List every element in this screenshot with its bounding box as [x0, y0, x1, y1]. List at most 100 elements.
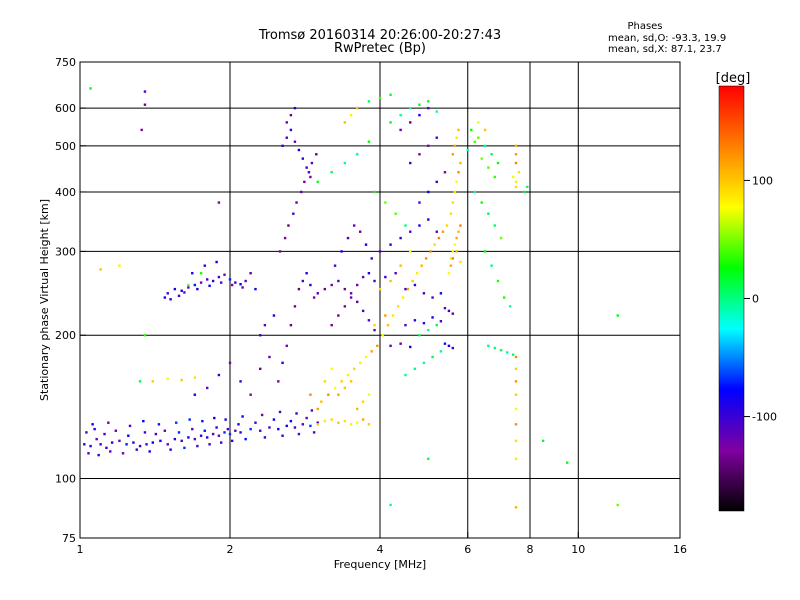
data-point [514, 407, 518, 411]
data-point [289, 128, 293, 132]
data-point [138, 444, 142, 448]
data-point [451, 250, 455, 253]
data-point [228, 361, 232, 365]
y-tick-label: 750 [55, 56, 76, 69]
data-point [349, 423, 353, 426]
data-point [343, 305, 347, 308]
data-point [415, 272, 419, 275]
data-point [234, 281, 237, 284]
data-point [346, 373, 350, 377]
data-point [427, 100, 430, 103]
data-point [514, 153, 518, 156]
data-point [191, 427, 194, 431]
data-point [230, 439, 234, 443]
data-point [453, 144, 456, 148]
data-point [151, 441, 155, 444]
data-point [188, 418, 191, 421]
data-point [300, 190, 303, 194]
data-point [312, 296, 316, 299]
x-tick-label: 6 [464, 543, 471, 556]
data-point [429, 250, 432, 253]
data-point [449, 212, 453, 215]
data-point [496, 161, 500, 165]
data-point [205, 436, 209, 439]
data-point [148, 450, 151, 453]
data-point [143, 334, 147, 337]
data-point [346, 236, 350, 240]
data-point [163, 296, 167, 299]
data-point [196, 287, 199, 291]
data-point [95, 437, 98, 441]
chart-title: Tromsø 20160314 20:26:00-20:27:43 [258, 28, 502, 43]
data-point [437, 236, 441, 240]
data-point [268, 355, 271, 359]
data-point [361, 275, 365, 279]
data-point [217, 275, 221, 279]
data-point [514, 380, 518, 383]
data-point [177, 431, 181, 434]
y-axis-label: Stationary phase Virtual Height [km] [38, 199, 51, 401]
data-point [259, 334, 262, 337]
data-point [340, 250, 343, 253]
data-point [355, 106, 359, 110]
data-point [399, 342, 402, 345]
data-point [309, 393, 312, 396]
data-point [418, 201, 421, 204]
data-point [418, 334, 421, 337]
data-point [349, 296, 353, 299]
data-point [616, 314, 619, 317]
data-point [285, 136, 288, 139]
data-point [309, 175, 312, 179]
data-point [447, 272, 451, 275]
data-point [109, 450, 112, 453]
data-point [376, 344, 379, 348]
data-point [349, 380, 353, 383]
data-point [435, 230, 438, 233]
data-point [180, 439, 183, 443]
data-point [293, 140, 297, 143]
data-point [451, 153, 455, 156]
data-point [514, 367, 518, 371]
data-point [389, 121, 392, 124]
data-point [373, 323, 376, 327]
data-point [213, 416, 216, 420]
data-point [191, 272, 194, 275]
data-point [364, 355, 368, 359]
data-point [337, 314, 340, 317]
y-tick-label: 600 [55, 102, 76, 115]
data-point [239, 283, 242, 286]
data-point [404, 224, 407, 227]
data-point [457, 171, 460, 174]
x-axis: 1 2 4 6 8 10 16 [77, 532, 687, 556]
data-point [541, 439, 545, 443]
data-point [413, 283, 417, 287]
data-point [142, 419, 145, 423]
data-point [459, 161, 462, 165]
data-point [483, 128, 487, 132]
data-point [384, 201, 387, 204]
data-point [87, 452, 90, 455]
data-point [287, 224, 290, 227]
data-point [389, 344, 392, 348]
data-point [443, 306, 447, 310]
data-point [323, 287, 327, 291]
data-point [413, 319, 417, 322]
data-point [352, 367, 356, 371]
data-point [477, 136, 480, 139]
data-point [333, 264, 337, 267]
y-tick-label: 500 [55, 140, 76, 153]
data-point [260, 413, 264, 417]
data-point [281, 144, 284, 148]
data-point [364, 243, 368, 246]
data-point [169, 448, 172, 451]
data-point [487, 166, 490, 169]
data-point [128, 424, 132, 428]
data-point [121, 452, 125, 455]
y-tick-label: 75 [62, 532, 76, 545]
data-point [373, 190, 376, 194]
data-point [166, 377, 169, 380]
data-point [199, 281, 203, 284]
data-point [138, 380, 142, 383]
data-point [404, 373, 407, 377]
data-point [399, 113, 402, 117]
